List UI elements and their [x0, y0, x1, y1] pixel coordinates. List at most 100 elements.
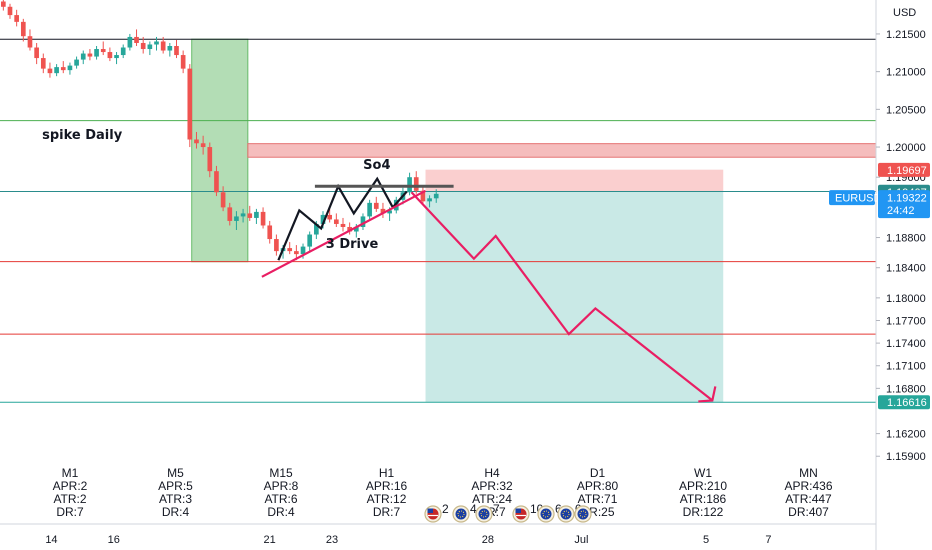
candle-body	[200, 143, 206, 148]
symbol-badge[interactable]	[829, 190, 875, 206]
candle-body	[27, 36, 33, 48]
stat-timeframe: H4	[484, 466, 500, 480]
eu-flag-stars	[579, 510, 587, 518]
stat-apr: APR:2	[53, 479, 88, 493]
candle-body	[107, 52, 113, 59]
current-price-badge	[878, 190, 930, 219]
symbol-badge-label: EURUSD	[835, 193, 882, 205]
annotations-layer: spike Daily So4 3 Drive	[42, 128, 390, 252]
stat-timeframe: D1	[590, 466, 606, 480]
price-tick-label: 1.18400	[886, 263, 926, 275]
annotation-label[interactable]: spike Daily	[42, 128, 123, 143]
stat-dr: DR:122	[683, 505, 724, 519]
stat-dr: DR:4	[267, 505, 295, 519]
candle-body	[180, 55, 186, 69]
time-axis[interactable]: 14 16 21 23 28 Jul 5 7	[0, 523, 876, 546]
stat-dr: DR:7	[373, 505, 401, 519]
candle-body	[220, 192, 226, 208]
candle-body	[267, 225, 273, 240]
candle-body	[160, 41, 166, 51]
price-tick-label: 1.21000	[886, 67, 926, 79]
candle-body	[427, 198, 432, 202]
candle-body	[100, 49, 106, 53]
candle-body	[80, 53, 86, 60]
eu-flag-icon	[478, 508, 490, 520]
price-tick-label: 1.18800	[886, 233, 926, 245]
zones-layer	[191, 38, 877, 403]
projection-path[interactable]	[410, 191, 713, 402]
candle-body	[234, 216, 239, 221]
stat-timeframe: W1	[694, 466, 712, 480]
candle-body	[260, 211, 266, 226]
zone-short-risk	[425, 169, 724, 192]
price-badge	[878, 162, 930, 177]
candle-body	[240, 213, 246, 217]
price-tick-label: 1.17400	[886, 338, 926, 350]
candle-body	[340, 223, 346, 227]
candle-body	[60, 67, 66, 71]
stat-atr: ATR:71	[578, 492, 618, 506]
stat-atr: ATR:2	[53, 492, 86, 506]
candle-body	[320, 214, 326, 224]
event-badge[interactable]: 7	[475, 502, 500, 523]
stat-apr: APR:8	[264, 479, 299, 493]
bar-countdown: 24:42	[887, 205, 915, 217]
price-tick-label: 1.21500	[886, 29, 926, 41]
event-badge[interactable]: 2	[424, 502, 449, 523]
candle-body	[167, 46, 173, 51]
currency-label: USD	[893, 7, 916, 19]
time-tick-label: 28	[482, 534, 494, 546]
event-badge[interactable]: 6	[537, 502, 562, 523]
eu-flag-stars	[542, 510, 550, 518]
stat-atr: ATR:447	[785, 492, 832, 506]
candle-body	[187, 68, 193, 140]
price-tick-label: 1.20500	[886, 104, 926, 116]
us-flag-canton	[427, 508, 433, 513]
eu-flag-stars	[457, 510, 465, 518]
candle-body	[300, 246, 306, 255]
candle-body	[347, 226, 352, 232]
candle-body	[67, 65, 73, 71]
candle-body	[134, 36, 139, 43]
annotation-label[interactable]: 3 Drive	[326, 237, 379, 252]
candle-body	[147, 44, 153, 50]
stat-dr: DR:4	[162, 505, 190, 519]
candle-body	[387, 210, 392, 214]
price-tick-label: 1.17700	[886, 315, 926, 327]
candle-body	[87, 53, 93, 57]
stat-apr: APR:16	[366, 479, 408, 493]
candle-body	[20, 21, 26, 37]
price-tick-label: 1.15900	[886, 451, 926, 463]
candle-body	[407, 177, 412, 193]
event-badge[interactable]	[574, 505, 592, 523]
economic-events-layer: 2471060	[424, 502, 592, 523]
rising-trendline[interactable]	[261, 189, 427, 278]
candle-body	[14, 15, 19, 22]
eu-flag-icon	[560, 508, 572, 520]
candle-body	[367, 202, 372, 217]
price-axis-background	[876, 0, 932, 550]
price-axis[interactable]: 1.215001.210001.205001.200001.196001.188…	[829, 0, 932, 550]
3-drive-zigzag[interactable]	[277, 176, 408, 261]
event-badge[interactable]: 4	[452, 502, 477, 523]
event-count: 4	[470, 502, 477, 516]
candle-body	[194, 139, 199, 144]
candle-body	[34, 47, 39, 59]
stat-dr: DR:7	[56, 505, 84, 519]
zone-short-reward	[425, 191, 724, 403]
candle-body	[74, 59, 79, 66]
eu-flag-icon	[577, 508, 589, 520]
stat-timeframe: M15	[269, 466, 293, 480]
projection-arrowhead	[698, 386, 717, 403]
event-badge[interactable]: 10	[512, 502, 544, 523]
annotation-label[interactable]: So4	[363, 158, 390, 173]
price-tick-label: 1.17100	[886, 361, 926, 373]
stat-apr: APR:80	[577, 479, 619, 493]
price-tick-label: 1.18000	[886, 293, 926, 305]
